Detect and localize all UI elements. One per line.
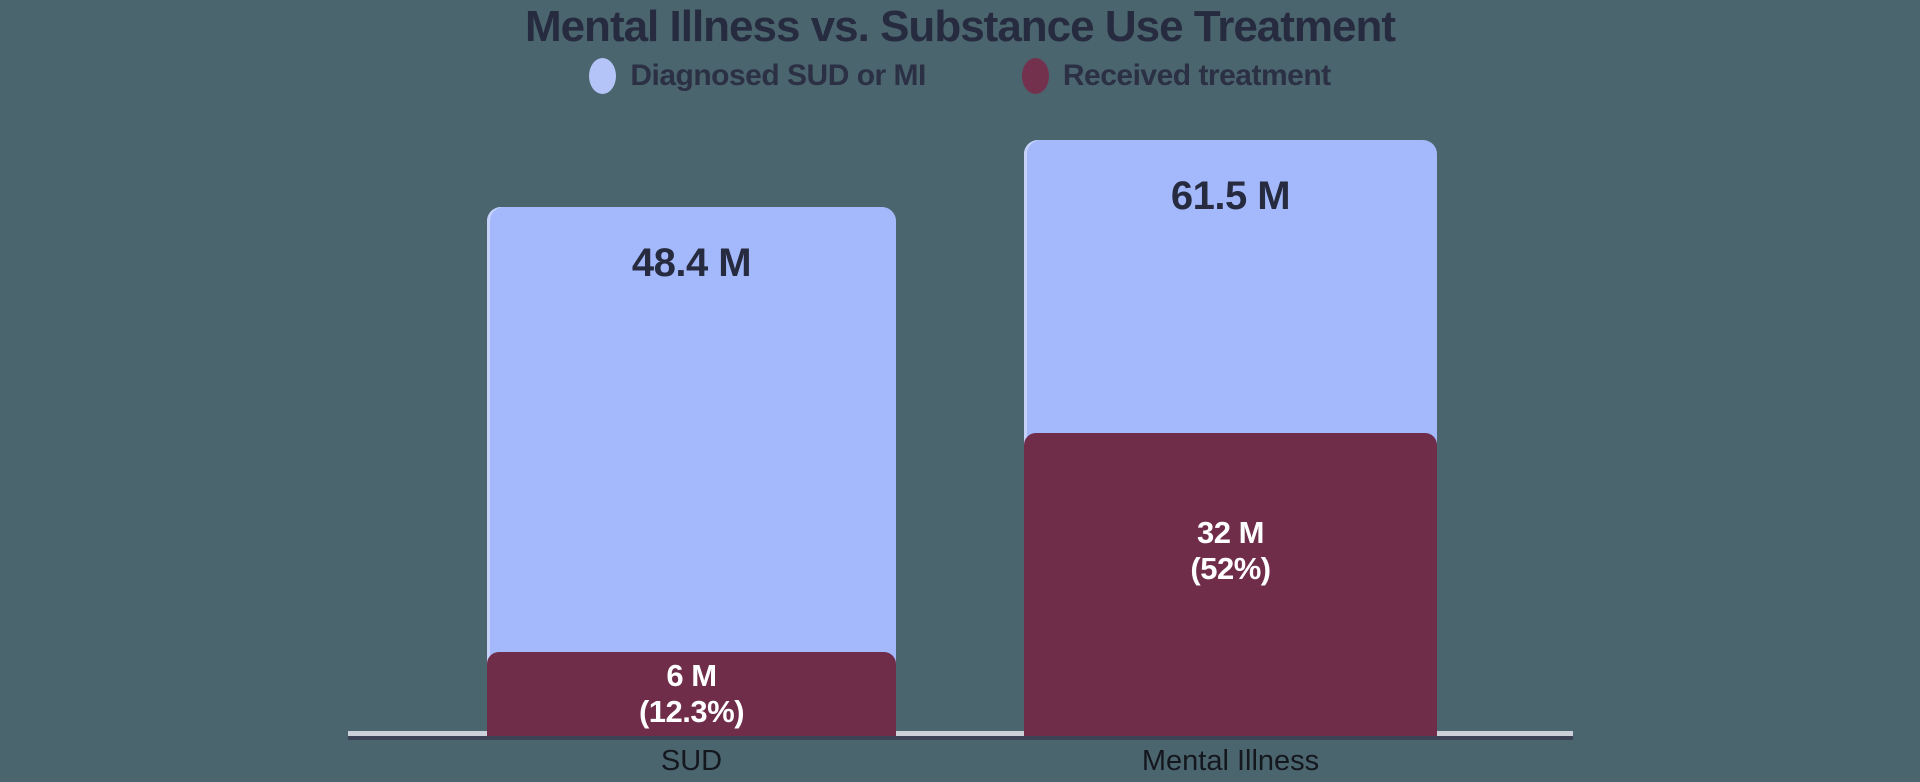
x-axis-label-mental-illness: Mental Illness: [1141, 745, 1320, 777]
bar-sud-treated-percent: (12.3%): [638, 694, 745, 729]
bar-mi-diagnosed-value: 61.5 M: [1170, 174, 1291, 218]
x-axis-baseline: [348, 736, 1573, 740]
legend-label-diagnosed: Diagnosed SUD or MI: [630, 59, 926, 92]
legend-item-treated: Received treatment: [1021, 58, 1331, 94]
bar-sud-treated-value: 6 M: [666, 658, 717, 693]
legend-label-treated: Received treatment: [1062, 59, 1331, 92]
legend: Diagnosed SUD or MI Received treatment: [0, 58, 1920, 94]
bar-sud-diagnosed: 48.4 M: [487, 207, 896, 736]
bar-sud-diagnosed-value: 48.4 M: [631, 241, 752, 285]
bar-mi-treated-value: 32 M: [1197, 515, 1264, 550]
bar-mi-treated-percent: (52%): [1190, 551, 1271, 586]
bar-sud-treated: 6 M (12.3%): [487, 652, 896, 736]
legend-item-diagnosed: Diagnosed SUD or MI: [589, 58, 926, 94]
treated-legend-dot-icon: [1021, 58, 1049, 94]
x-axis-line: [348, 731, 1573, 736]
chart-title: Mental Illness vs. Substance Use Treatme…: [524, 2, 1396, 51]
x-axis-label-sud: SUD: [660, 745, 723, 777]
bar-mi-treated: 32 M (52%): [1024, 433, 1437, 736]
diagnosed-legend-dot-icon: [589, 58, 617, 94]
